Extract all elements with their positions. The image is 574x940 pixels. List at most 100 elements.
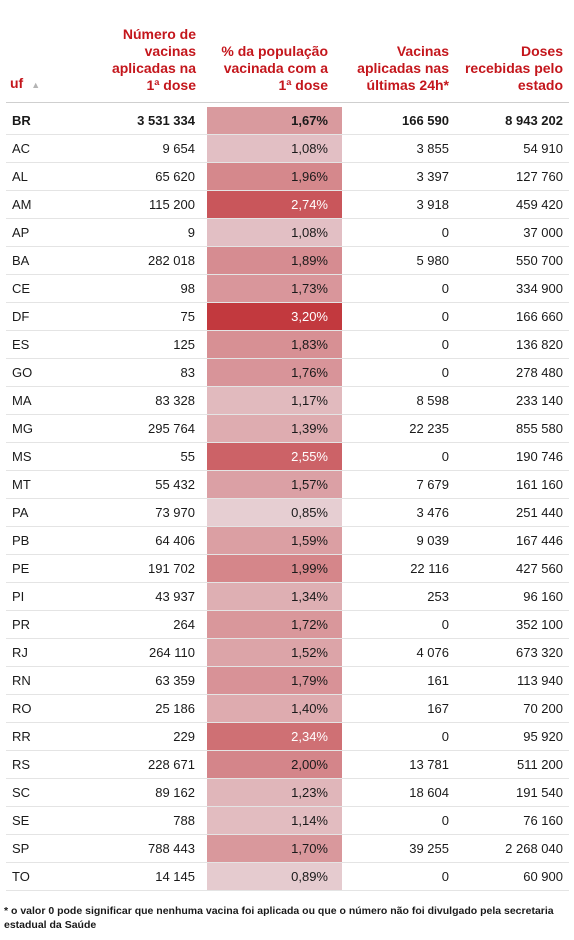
column-header-first-dose[interactable]: Número de vacinas aplicadas na 1ª dose [103,0,207,103]
cell-percent-vaccinated: 1,76% [207,358,342,387]
cell-percent-vaccinated: 1,40% [207,694,342,723]
vaccination-table: uf ▲ Número de vacinas aplicadas na 1ª do… [6,0,569,891]
table-row: SP 788 443 1,70% 39 255 2 268 040 [6,834,569,863]
cell-doses-received: 167 446 [457,526,569,555]
footnote: * o valor 0 pode significar que nenhuma … [4,905,554,931]
table-row: TO 14 145 0,89% 0 60 900 [6,862,569,891]
cell-first-dose: 125 [103,330,207,359]
cell-percent-vaccinated: 1,83% [207,330,342,359]
cell-last-24h: 167 [342,694,457,723]
table-row: DF 75 3,20% 0 166 660 [6,302,569,331]
cell-percent-vaccinated: 1,08% [207,218,342,247]
table-row: AM 115 200 2,74% 3 918 459 420 [6,190,569,219]
table-row: AP 9 1,08% 0 37 000 [6,218,569,247]
cell-last-24h: 3 476 [342,498,457,527]
cell-first-dose: 9 654 [103,134,207,163]
table-row: PE 191 702 1,99% 22 116 427 560 [6,554,569,583]
cell-doses-received: 427 560 [457,554,569,583]
cell-last-24h: 8 598 [342,386,457,415]
cell-last-24h: 0 [342,806,457,835]
cell-doses-received: 113 940 [457,666,569,695]
cell-uf: AC [6,134,103,163]
column-header-uf-label: uf [10,75,24,91]
cell-last-24h: 0 [342,442,457,471]
cell-percent-vaccinated: 3,20% [207,302,342,331]
cell-last-24h: 5 980 [342,246,457,275]
column-header-doses-received[interactable]: Doses recebidas pelo estado [457,0,569,103]
sort-up-icon[interactable]: ▲ [31,80,41,90]
cell-last-24h: 39 255 [342,834,457,863]
cell-uf: MT [6,470,103,499]
cell-first-dose: 64 406 [103,526,207,555]
cell-doses-received: 60 900 [457,862,569,891]
cell-doses-received: 511 200 [457,750,569,779]
cell-percent-vaccinated: 1,39% [207,414,342,443]
cell-doses-received: 459 420 [457,190,569,219]
cell-last-24h: 0 [342,330,457,359]
cell-last-24h: 166 590 [342,107,457,135]
cell-percent-vaccinated: 2,55% [207,442,342,471]
cell-percent-vaccinated: 2,00% [207,750,342,779]
cell-percent-vaccinated: 1,73% [207,274,342,303]
cell-uf: MA [6,386,103,415]
cell-doses-received: 278 480 [457,358,569,387]
cell-doses-received: 233 140 [457,386,569,415]
cell-uf: PI [6,582,103,611]
cell-uf: BR [6,107,103,135]
column-header-uf[interactable]: uf ▲ [6,0,103,103]
cell-uf: PR [6,610,103,639]
table-row: ES 125 1,83% 0 136 820 [6,330,569,359]
cell-first-dose: 89 162 [103,778,207,807]
table-row: MT 55 432 1,57% 7 679 161 160 [6,470,569,499]
cell-doses-received: 190 746 [457,442,569,471]
cell-last-24h: 13 781 [342,750,457,779]
cell-percent-vaccinated: 1,70% [207,834,342,863]
cell-percent-vaccinated: 1,96% [207,162,342,191]
table-row: RS 228 671 2,00% 13 781 511 200 [6,750,569,779]
table-row: RR 229 2,34% 0 95 920 [6,722,569,751]
cell-uf: MG [6,414,103,443]
cell-first-dose: 83 328 [103,386,207,415]
cell-uf: RJ [6,638,103,667]
cell-first-dose: 282 018 [103,246,207,275]
cell-uf: PB [6,526,103,555]
cell-last-24h: 0 [342,218,457,247]
cell-uf: SE [6,806,103,835]
table-row: BA 282 018 1,89% 5 980 550 700 [6,246,569,275]
column-header-percent-vaccinated[interactable]: % da população vacinada com a 1ª dose [207,0,342,103]
cell-percent-vaccinated: 1,57% [207,470,342,499]
cell-first-dose: 264 110 [103,638,207,667]
cell-first-dose: 25 186 [103,694,207,723]
table-row: PR 264 1,72% 0 352 100 [6,610,569,639]
cell-first-dose: 3 531 334 [103,107,207,135]
cell-last-24h: 7 679 [342,470,457,499]
header-row: uf ▲ Número de vacinas aplicadas na 1ª do… [6,0,569,103]
table-row: GO 83 1,76% 0 278 480 [6,358,569,387]
table-row-total: BR 3 531 334 1,67% 166 590 8 943 202 [6,107,569,135]
cell-first-dose: 65 620 [103,162,207,191]
cell-doses-received: 352 100 [457,610,569,639]
cell-uf: SC [6,778,103,807]
cell-first-dose: 83 [103,358,207,387]
cell-doses-received: 127 760 [457,162,569,191]
cell-doses-received: 76 160 [457,806,569,835]
cell-uf: ES [6,330,103,359]
cell-first-dose: 55 [103,442,207,471]
cell-percent-vaccinated: 1,89% [207,246,342,275]
cell-first-dose: 9 [103,218,207,247]
cell-last-24h: 22 116 [342,554,457,583]
table-row: MG 295 764 1,39% 22 235 855 580 [6,414,569,443]
cell-first-dose: 55 432 [103,470,207,499]
cell-percent-vaccinated: 1,59% [207,526,342,555]
cell-first-dose: 115 200 [103,190,207,219]
column-header-last-24h[interactable]: Vacinas aplicadas nas últimas 24h* [342,0,457,103]
table-row: PI 43 937 1,34% 253 96 160 [6,582,569,611]
cell-uf: MS [6,442,103,471]
cell-uf: TO [6,862,103,891]
cell-first-dose: 73 970 [103,498,207,527]
cell-doses-received: 166 660 [457,302,569,331]
cell-last-24h: 0 [342,722,457,751]
cell-uf: AM [6,190,103,219]
cell-last-24h: 161 [342,666,457,695]
